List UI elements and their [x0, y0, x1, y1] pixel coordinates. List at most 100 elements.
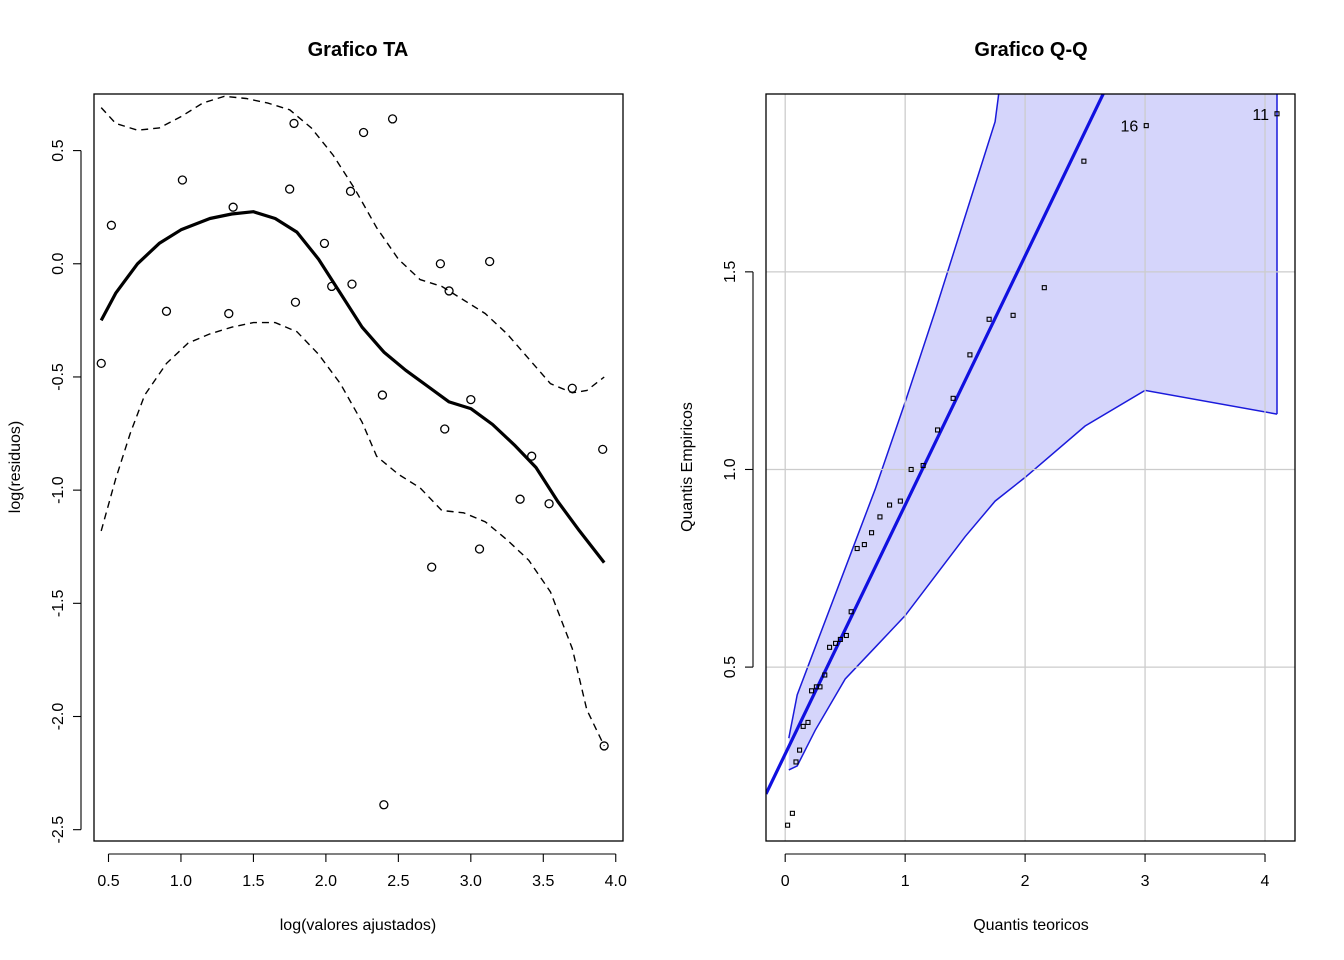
data-point — [379, 800, 389, 810]
lower-band-line — [100, 321, 605, 747]
data-point — [1143, 123, 1149, 129]
data-point — [848, 609, 854, 615]
data-point — [515, 494, 525, 504]
y-tick-label: 1.0 — [722, 458, 739, 480]
data-point — [377, 390, 388, 400]
data-point — [444, 286, 454, 296]
x-tick-label: 1 — [901, 873, 910, 890]
points-layer-ta — [96, 114, 609, 810]
data-point — [599, 741, 609, 751]
data-point — [897, 498, 903, 504]
point-label: 16 — [1120, 119, 1138, 136]
data-point — [833, 640, 839, 646]
data-point — [327, 281, 337, 292]
smooth-layer — [99, 210, 606, 564]
panel-grafico-ta: Grafico TA 0.5 1.0 1.5 2.0 2.5 3.0 3.5 4.0 0.50… — [7, 39, 627, 934]
smooth-line — [99, 210, 606, 564]
lower-band-layer — [100, 321, 605, 747]
x-tick-label: 4.0 — [605, 873, 627, 890]
y-axis-label-qq: Quantis Empiricos — [679, 402, 696, 532]
data-point — [347, 279, 357, 289]
data-point — [822, 672, 828, 678]
x-tick-label: 3.0 — [460, 873, 482, 890]
envelope-fill — [788, 94, 1277, 770]
data-point — [877, 514, 883, 520]
data-point — [797, 747, 803, 753]
data-point — [1041, 285, 1047, 291]
chart-title-ta: Grafico TA — [308, 39, 409, 61]
data-point — [793, 759, 799, 765]
envelope-upper-line — [788, 94, 1000, 739]
y-tick-label: -0.5 — [50, 363, 67, 391]
plot-frame-qq — [765, 93, 1296, 842]
data-point — [950, 395, 956, 401]
data-point — [567, 383, 577, 393]
data-point — [485, 256, 495, 267]
data-point — [544, 499, 554, 509]
data-point — [934, 427, 941, 433]
data-point — [161, 306, 172, 316]
plot-frame-ta — [93, 93, 624, 842]
data-point — [967, 352, 973, 358]
y-tick-label: 0.5 — [50, 139, 67, 161]
x-axis-ta: 0.5 1.0 1.5 2.0 2.5 3.0 3.5 4.0 — [97, 853, 627, 890]
data-point — [1081, 158, 1087, 164]
data-point — [800, 723, 806, 729]
x-axis-label-qq: Quantis teoricos — [973, 917, 1089, 934]
data-point — [817, 684, 823, 690]
data-point — [908, 466, 914, 473]
data-point — [435, 259, 446, 269]
data-point — [527, 451, 537, 461]
data-point — [785, 822, 791, 828]
reference-line-layer — [766, 94, 1105, 795]
x-tick-label: 2.0 — [315, 873, 337, 890]
envelope-layer — [788, 94, 1278, 771]
x-tick-label: 3.5 — [532, 873, 554, 890]
upper-band-layer — [100, 95, 605, 394]
data-point — [96, 358, 106, 369]
data-point — [290, 297, 301, 307]
y-tick-label: -1.5 — [50, 589, 67, 617]
x-tick-label: 0.5 — [97, 873, 119, 890]
data-point — [106, 220, 117, 230]
x-tick-label: 2 — [1021, 873, 1030, 890]
data-point — [843, 632, 849, 639]
plot-area-ta — [96, 95, 609, 810]
data-point — [387, 114, 398, 124]
x-axis-label-ta: log(valores ajustados) — [280, 917, 437, 934]
data-point — [466, 394, 476, 405]
y-tick-label: -2.0 — [50, 703, 67, 731]
x-tick-label: 3 — [1141, 873, 1150, 890]
data-point — [427, 562, 437, 572]
data-point — [827, 644, 833, 650]
data-point — [854, 545, 860, 552]
data-point — [1010, 312, 1016, 318]
y-tick-label: -2.5 — [50, 816, 67, 844]
y-tick-label: -1.0 — [50, 476, 67, 504]
y-tick-label: 0.0 — [50, 253, 67, 275]
data-point — [869, 530, 875, 536]
data-point — [289, 118, 299, 129]
x-axis-qq: 0 1 2 3 4 — [781, 853, 1270, 890]
y-tick-label: 1.5 — [722, 261, 739, 283]
x-tick-label: 4 — [1261, 873, 1270, 890]
data-point — [228, 202, 238, 212]
grid-layer-qq — [766, 94, 1295, 841]
data-point — [319, 238, 330, 249]
data-point — [861, 542, 867, 548]
x-tick-label: 1.0 — [170, 873, 192, 890]
data-point — [598, 444, 608, 455]
chart-title-qq: Grafico Q-Q — [974, 39, 1087, 61]
data-point — [474, 544, 485, 554]
data-point — [1274, 111, 1280, 117]
data-point — [789, 810, 795, 816]
data-point — [224, 308, 234, 319]
data-point — [920, 462, 926, 469]
data-point — [345, 186, 356, 196]
data-point — [837, 636, 843, 642]
y-axis-label-ta: log(residuos) — [7, 421, 24, 513]
